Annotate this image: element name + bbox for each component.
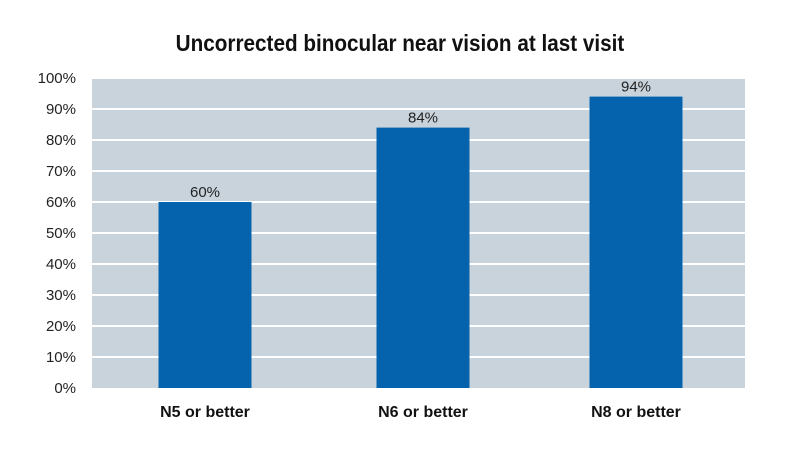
x-tick-label: N5 or better: [160, 404, 250, 421]
data-label: 60%: [190, 184, 220, 201]
y-tick-label: 0%: [54, 380, 76, 397]
y-tick-label: 40%: [46, 256, 76, 273]
bar: [158, 202, 252, 388]
y-tick-label: 10%: [46, 349, 76, 366]
y-tick-label: 60%: [46, 194, 76, 211]
data-label: 94%: [621, 79, 651, 96]
y-tick-label: 90%: [46, 101, 76, 118]
chart-title: Uncorrected binocular near vision at las…: [175, 30, 625, 56]
data-label: 84%: [408, 110, 438, 127]
bar: [589, 96, 683, 388]
y-tick-label: 20%: [46, 318, 76, 335]
x-tick-label: N6 or better: [378, 404, 468, 421]
y-tick-label: 80%: [46, 132, 76, 149]
x-tick-label: N8 or better: [591, 404, 681, 421]
y-tick-label: 70%: [46, 163, 76, 180]
y-tick-label: 100%: [38, 70, 76, 87]
bar: [376, 127, 470, 388]
y-tick-label: 30%: [46, 287, 76, 304]
y-tick-label: 50%: [46, 225, 76, 242]
